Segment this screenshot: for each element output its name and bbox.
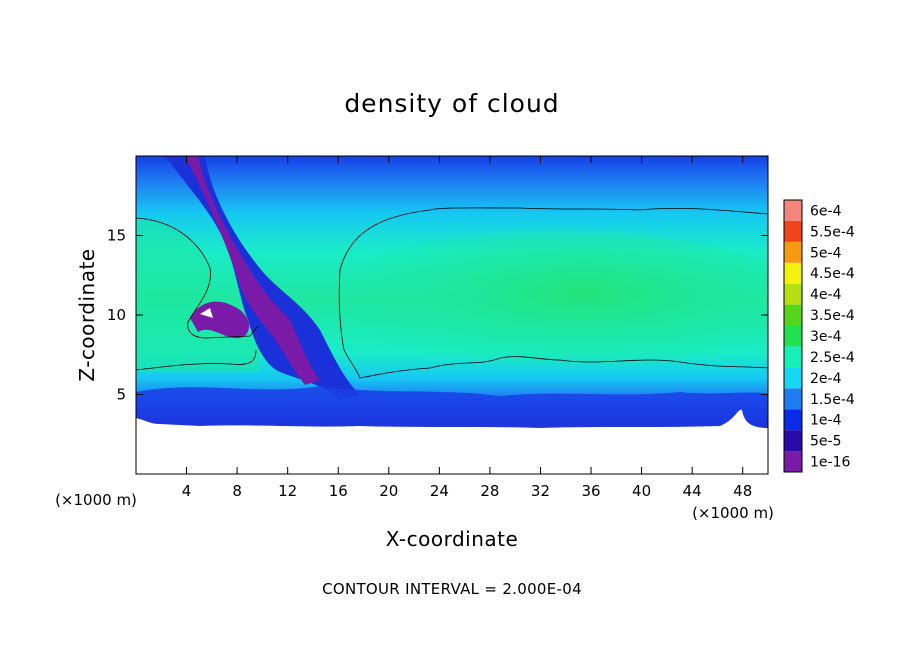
x-tick-label: 32: [531, 482, 550, 500]
contour-interval-label: CONTOUR INTERVAL = 2.000E-04: [322, 580, 582, 598]
x-unit-label: (×1000 m): [692, 504, 774, 522]
y-tick-label: 10: [107, 306, 126, 324]
plume-core: [185, 156, 320, 385]
colorbar-label: 5e-4: [810, 245, 842, 261]
colorbar-label: 1e-16: [810, 455, 850, 471]
y-tick-label: 15: [107, 227, 126, 245]
colorbar-label: 1e-4: [810, 413, 842, 429]
colorbar-swatch: [784, 346, 802, 368]
colorbar-label: 2e-4: [810, 371, 842, 387]
contour-line-lower-left: [136, 349, 257, 371]
left-cloud-region: [136, 218, 260, 372]
colorbar-swatch: [784, 283, 802, 305]
x-axis-ticks: 4 8 12 16 20 24 28 32 36 40 44 48: [182, 156, 752, 500]
eddy-white: [200, 308, 213, 318]
colorbar-label: 2.5e-4: [810, 350, 855, 366]
colorbar-label: 1.5e-4: [810, 392, 855, 408]
colorbar-swatch: [784, 325, 802, 347]
contour-line-main: [338, 207, 768, 379]
x-tick-label: 44: [683, 482, 702, 500]
z-unit-label: (×1000 m): [55, 491, 137, 509]
x-tick-label: 28: [480, 482, 499, 500]
colorbar-label: 5e-5: [810, 434, 841, 450]
colorbar-swatch: [784, 304, 802, 326]
x-axis-title: X-coordinate: [386, 527, 519, 551]
colorbar-label: 5.5e-4: [810, 224, 855, 240]
x-tick-label: 16: [329, 482, 348, 500]
chart-title: density of cloud: [344, 89, 559, 118]
colorbar-swatch: [784, 220, 802, 242]
colorbar-label: 3.5e-4: [810, 308, 855, 324]
contour-line-upper: [136, 217, 259, 339]
x-tick-label: 24: [430, 482, 449, 500]
x-tick-label: 8: [232, 482, 242, 500]
density-field: [136, 156, 768, 474]
colorbar-swatch: [784, 430, 802, 452]
colorbar-swatch: [784, 241, 802, 263]
colorbar-swatch: [784, 409, 802, 431]
x-tick-label: 48: [733, 482, 752, 500]
y-tick-label: 5: [116, 386, 126, 404]
colorbar-swatch: [784, 262, 802, 284]
eddy: [190, 301, 250, 339]
colorbar-swatch: [784, 200, 802, 221]
x-tick-label: 12: [278, 482, 297, 500]
contour-lines: [136, 207, 768, 379]
colorbar-frame: [783, 199, 803, 473]
x-tick-label: 40: [632, 482, 651, 500]
cloud-core: [320, 230, 768, 370]
colorbar: 1e-16 5e-5 1e-4 1.5e-4 2e-4 2.5e-4 3e-4 3.5e-4 4…: [783, 199, 855, 473]
x-tick-label: 36: [581, 482, 600, 500]
colorbar-label: 4e-4: [810, 287, 842, 303]
y-axis-ticks: 5 10 15: [107, 227, 768, 404]
lower-turbulence: [136, 386, 768, 430]
colorbar-swatch: [784, 388, 802, 410]
colorbar-swatch: [784, 451, 802, 472]
colorbar-label: 4.5e-4: [810, 266, 855, 282]
x-tick-label: 20: [379, 482, 398, 500]
y-axis-title: Z-coordinate: [75, 248, 99, 381]
colorbar-label: 6e-4: [810, 203, 842, 219]
ground-white-mask: [136, 409, 768, 474]
colorbar-label: 3e-4: [810, 329, 842, 345]
x-tick-label: 4: [182, 482, 192, 500]
colorbar-swatch: [784, 367, 802, 389]
updraft-plume: [165, 156, 360, 400]
